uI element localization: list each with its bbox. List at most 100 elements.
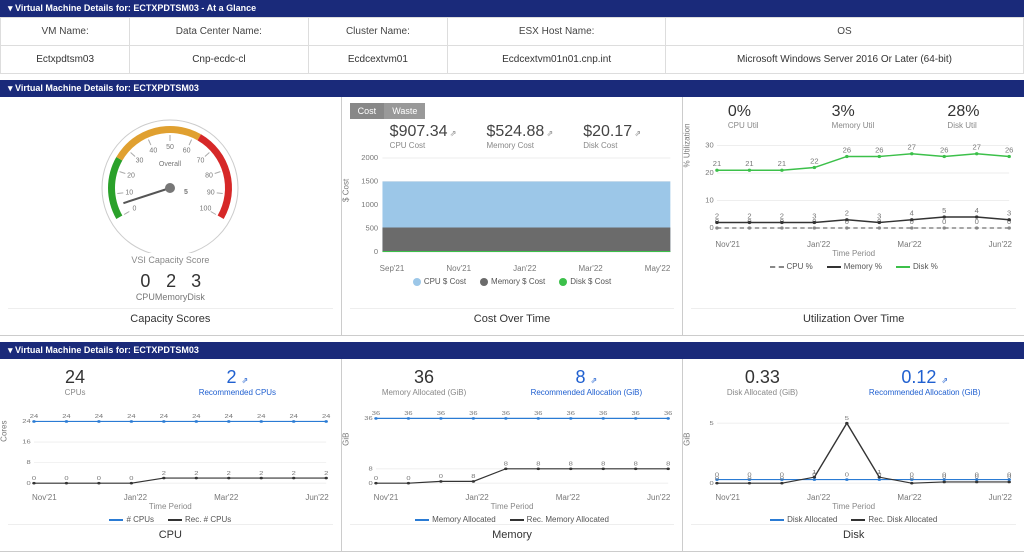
cost-chart: 0500100015002000 — [350, 154, 675, 264]
info-v-cluster: Ecdcextvm01 — [308, 46, 448, 74]
svg-text:5: 5 — [942, 206, 946, 215]
section-header-details[interactable]: Virtual Machine Details for: ECTXPDTSM03 — [0, 80, 1024, 97]
util-chart: 0102030000000000022232345432121212226262… — [691, 130, 1016, 240]
svg-text:500: 500 — [365, 224, 378, 233]
legend-item: Disk Allocated — [770, 515, 837, 524]
disk-chart: 0500000000000001510000 — [691, 403, 1016, 493]
capacity-score: 2Memory — [155, 271, 188, 302]
svg-text:0: 0 — [780, 476, 785, 482]
svg-text:1: 1 — [878, 470, 883, 476]
panel-title-capacity: Capacity Scores — [8, 308, 333, 329]
svg-text:0: 0 — [910, 476, 915, 482]
panel-cost: Cost Waste $907.34CPU Cost$524.88Memory … — [342, 97, 684, 335]
svg-text:0: 0 — [406, 476, 411, 482]
legend-item: Memory % — [827, 262, 882, 271]
util-head: 3%Memory Util — [832, 103, 875, 130]
svg-text:0: 0 — [133, 206, 137, 213]
svg-text:26: 26 — [1005, 146, 1013, 155]
svg-text:36: 36 — [501, 411, 510, 417]
svg-text:8: 8 — [536, 461, 541, 467]
svg-text:36: 36 — [664, 411, 673, 417]
legend-item: Memory $ Cost — [480, 277, 545, 286]
svg-text:3: 3 — [813, 212, 817, 221]
util-y-label: % Utilization — [683, 123, 692, 167]
svg-text:26: 26 — [875, 146, 883, 155]
svg-text:30: 30 — [136, 158, 144, 165]
svg-text:40: 40 — [150, 148, 158, 155]
info-table: VM Name: Data Center Name: Cluster Name:… — [0, 17, 1024, 74]
metric-head: 36Memory Allocated (GiB) — [382, 367, 466, 397]
svg-text:22: 22 — [811, 157, 819, 166]
svg-text:8: 8 — [568, 461, 573, 467]
svg-text:8: 8 — [471, 474, 476, 480]
panel-capacity: 0102030405060708090100Overall5 VSI Capac… — [0, 97, 342, 335]
svg-text:0: 0 — [942, 474, 947, 480]
capacity-score: 3Disk — [187, 271, 205, 302]
panel-util: 0%CPU Util3%Memory Util28%Disk Util % Ut… — [683, 97, 1024, 335]
svg-text:26: 26 — [843, 146, 851, 155]
svg-text:36: 36 — [534, 411, 543, 417]
svg-text:26: 26 — [940, 146, 948, 155]
section-header-details-2[interactable]: Virtual Machine Details for: ECTXPDTSM03 — [0, 342, 1024, 359]
svg-text:24: 24 — [95, 414, 104, 420]
svg-text:36: 36 — [566, 411, 575, 417]
svg-text:27: 27 — [973, 143, 981, 152]
util-head: 28%Disk Util — [947, 103, 979, 130]
svg-text:24: 24 — [192, 414, 201, 420]
cost-head: $907.34CPU Cost — [390, 123, 457, 150]
svg-text:0: 0 — [975, 474, 980, 480]
svg-text:0: 0 — [710, 481, 715, 487]
svg-text:0: 0 — [845, 472, 850, 478]
svg-text:4: 4 — [910, 209, 914, 218]
svg-text:5: 5 — [710, 421, 715, 427]
info-h-esx: ESX Host Name: — [448, 18, 666, 46]
svg-text:8: 8 — [503, 461, 508, 467]
svg-text:0: 0 — [374, 476, 379, 482]
svg-text:20: 20 — [706, 168, 714, 177]
svg-text:10: 10 — [706, 196, 714, 205]
legend-item: Disk % — [896, 262, 938, 271]
svg-text:100: 100 — [200, 206, 212, 213]
svg-text:0: 0 — [715, 476, 720, 482]
svg-text:16: 16 — [22, 439, 31, 445]
info-h-cluster: Cluster Name: — [308, 18, 448, 46]
svg-text:2000: 2000 — [361, 154, 378, 162]
svg-text:90: 90 — [207, 189, 215, 196]
panel-memory: 36Memory Allocated (GiB)8 ⇗Recommended A… — [342, 359, 684, 551]
svg-text:2: 2 — [194, 471, 199, 477]
svg-text:70: 70 — [197, 158, 205, 165]
metric-head: 0.33Disk Allocated (GiB) — [727, 367, 798, 397]
svg-text:0: 0 — [1007, 474, 1012, 480]
panel-title-cpu: CPU — [8, 524, 333, 545]
svg-text:36: 36 — [436, 411, 445, 417]
info-h-os: OS — [665, 18, 1023, 46]
toggle-cost[interactable]: Cost — [350, 103, 385, 119]
svg-text:10: 10 — [126, 189, 134, 196]
svg-text:0: 0 — [374, 247, 378, 256]
legend-item: CPU $ Cost — [413, 277, 466, 286]
svg-text:8: 8 — [27, 460, 32, 466]
svg-text:0: 0 — [64, 476, 69, 482]
info-v-dc: Cnp-ecdc-cl — [130, 46, 308, 74]
svg-text:1500: 1500 — [361, 177, 378, 186]
svg-text:2: 2 — [162, 471, 167, 477]
svg-text:2: 2 — [780, 212, 784, 221]
capacity-score: 0CPU — [136, 271, 155, 302]
metric-head: 2 ⇗Recommended CPUs — [199, 367, 276, 397]
toggle-waste[interactable]: Waste — [384, 103, 425, 119]
legend-item: Memory Allocated — [415, 515, 496, 524]
panel-cpu: 24CPUs2 ⇗Recommended CPUs Cores 08162424… — [0, 359, 342, 551]
panel-title-memory: Memory — [350, 524, 675, 545]
svg-text:24: 24 — [127, 414, 136, 420]
util-tp-label: Time Period — [691, 249, 1016, 258]
gauge-chart: 0102030405060708090100Overall5 — [80, 103, 260, 253]
svg-text:24: 24 — [289, 414, 298, 420]
cpu-chart: 081624242424242424242424240000222222 — [8, 403, 333, 493]
cost-toggle[interactable]: Cost Waste — [350, 103, 675, 119]
legend-item: Disk $ Cost — [559, 277, 611, 286]
section-header-glance[interactable]: Virtual Machine Details for: ECTXPDTSM03… — [0, 0, 1024, 17]
legend-item: Rec. Memory Allocated — [510, 515, 609, 524]
svg-text:27: 27 — [908, 143, 916, 152]
svg-text:24: 24 — [160, 414, 169, 420]
svg-text:0: 0 — [710, 223, 714, 232]
